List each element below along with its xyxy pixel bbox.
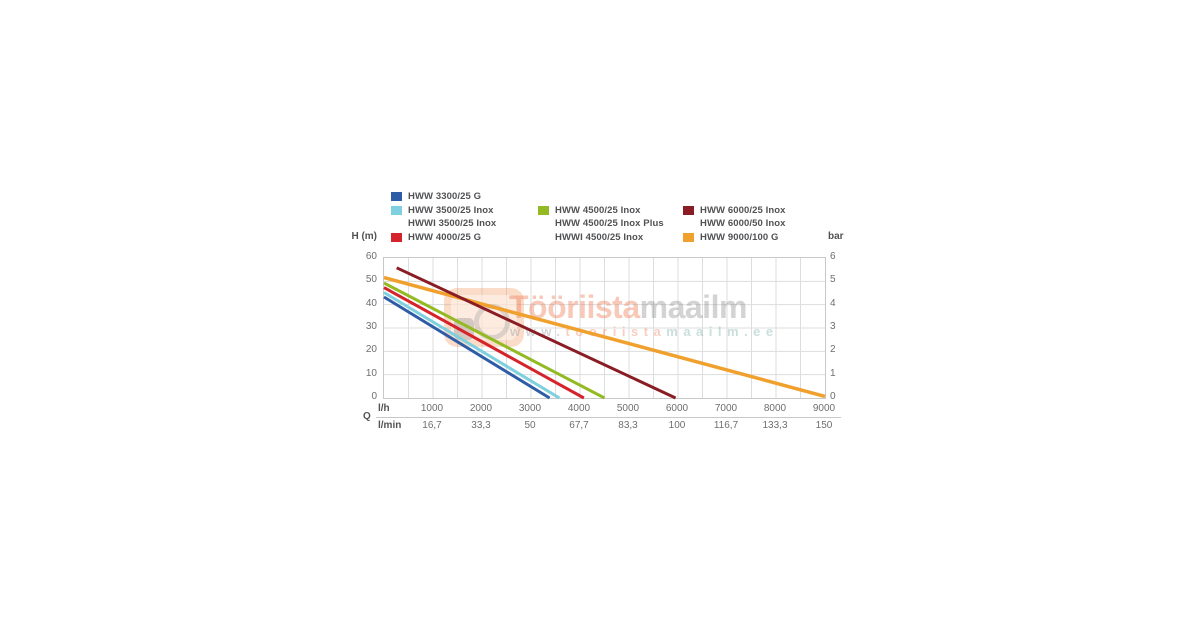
legend-swatch [391, 192, 402, 202]
legend-item: HWW 6000/50 Inox [683, 217, 786, 231]
legend-item-label: HWW 3300/25 G [408, 191, 482, 203]
y-right-tick: 6 [830, 251, 836, 262]
y-axis-right-unit: bar [828, 231, 844, 242]
legend-swatch [538, 233, 549, 242]
legend-item-label: HWW 4500/25 Inox [555, 204, 641, 216]
y-right-tick: 0 [830, 391, 836, 402]
x-tick-lh: 2000 [469, 403, 493, 414]
x-tick-lh: 4000 [567, 403, 591, 414]
y-right-tick: 2 [830, 344, 836, 356]
curve-hww-3500-25-inox [383, 291, 561, 400]
x-tick-lh: 8000 [763, 403, 787, 414]
legend-item: HWW 3500/25 Inox [391, 204, 496, 218]
legend-item: HWW 6000/25 Inox [683, 204, 786, 218]
legend-item: HWW 3300/25 G [391, 190, 496, 204]
curve-hww-4000-25-g [383, 286, 585, 400]
x-tick-lmin: 83,3 [618, 420, 638, 431]
legend-item: HWW 4000/25 G [391, 231, 496, 245]
y-axis-left-unit: H (m) [351, 231, 377, 242]
x-tick-lh: 7000 [714, 403, 738, 414]
legend-item-label: HWWI 3500/25 Inox [408, 218, 497, 230]
legend-swatch [683, 219, 694, 228]
legend-item: HWWI 3500/25 Inox [391, 217, 496, 231]
y-left-tick: 60 [365, 251, 377, 262]
legend-swatch [391, 219, 402, 228]
legend-column: HWW 4500/25 Inox HWW 4500/25 Inox Plus HWW… [538, 204, 664, 245]
legend-item-label: HWW 6000/25 Inox [700, 204, 786, 216]
legend-item-label: HWWI 4500/25 Inox [555, 231, 644, 243]
legend-item-label: HWW 9000/100 G [700, 231, 779, 243]
legend-item-label: HWW 4500/25 Inox Plus [555, 218, 664, 230]
curve-hww-6000-25-inox [396, 266, 677, 400]
legend-swatch [683, 205, 694, 215]
x-tick-lmin: 116,7 [713, 420, 739, 431]
legend-swatch [683, 232, 694, 242]
x-tick-lmin: 16,7 [422, 420, 442, 431]
y-left-tick: 10 [365, 367, 377, 379]
legend-item-label: HWW 6000/50 Inox [700, 218, 786, 230]
legend-item-label: HWW 3500/25 Inox [408, 204, 494, 216]
y-left-tick: 50 [365, 274, 377, 286]
y-left-tick: 20 [365, 344, 377, 356]
plot-area: Tööriistamaailm www.tooriistamaailm.ee [383, 257, 826, 400]
x-axis-divider [376, 417, 841, 418]
x-tick-lmin: 50 [524, 420, 536, 431]
legend-swatch [538, 219, 549, 228]
y-right-tick: 1 [830, 367, 836, 379]
y-left-tick: 0 [371, 391, 377, 402]
y-right-tick: 4 [830, 297, 836, 309]
x-tick-lmin: 100 [668, 420, 686, 431]
y-left-tick: 30 [365, 321, 377, 332]
legend-item: HWW 4500/25 Inox Plus [538, 217, 664, 231]
y-right-tick: 3 [830, 321, 836, 332]
legend-swatch [391, 205, 402, 215]
legend-item: HWW 9000/100 G [683, 231, 786, 245]
x-tick-lh: 5000 [616, 403, 640, 414]
legend-column: HWW 3300/25 G HWW 3500/25 Inox HWWI 3500/2… [391, 190, 496, 244]
legend-item-label: HWW 4000/25 G [408, 231, 482, 243]
curve-hww-3300-25-g [383, 295, 551, 400]
x-tick-lh: 6000 [665, 403, 689, 414]
pump-curves [383, 266, 826, 400]
x-tick-lmin: 150 [815, 420, 833, 431]
x-axis-row1-label: l/h [378, 403, 390, 414]
x-axis-q-label: Q [363, 411, 371, 422]
y-left-tick: 40 [365, 297, 377, 309]
y-right-tick: 5 [830, 274, 836, 286]
legend-item: HWWI 4500/25 Inox [538, 231, 664, 245]
x-tick-lh: 1000 [420, 403, 444, 414]
x-tick-lmin: 67,7 [569, 420, 589, 431]
curve-hww-4500-25-inox [383, 281, 606, 400]
x-tick-lmin: 133,3 [762, 420, 788, 431]
legend-column: HWW 6000/25 Inox HWW 6000/50 Inox HWW 9000… [683, 204, 786, 245]
legend-item: HWW 4500/25 Inox [538, 204, 664, 218]
x-tick-lmin: 33,3 [471, 420, 491, 431]
x-tick-lh: 3000 [518, 403, 542, 414]
legend-swatch [391, 232, 402, 242]
legend-swatch [538, 205, 549, 215]
x-axis-row2-label: l/min [378, 420, 402, 431]
x-tick-lh: 9000 [812, 403, 836, 414]
